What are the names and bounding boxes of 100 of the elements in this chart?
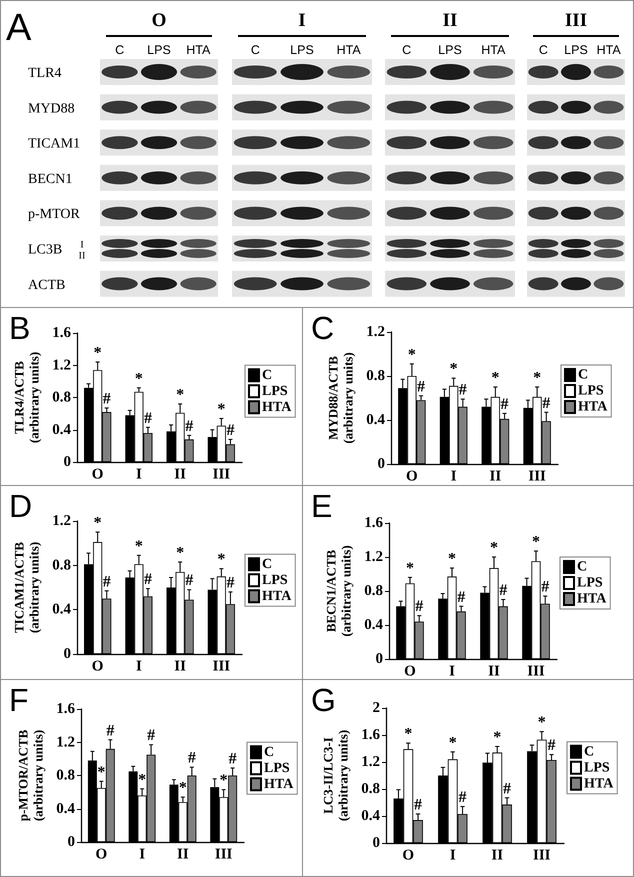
y-tick-label: 0	[68, 834, 75, 850]
x-tick-label: III	[214, 846, 233, 862]
legend-label: HTA	[584, 776, 614, 792]
text: O	[152, 10, 166, 31]
y-tick-label: 1.2	[56, 734, 75, 750]
data-label: #	[147, 727, 156, 744]
legend-label: C	[262, 556, 272, 572]
x-tick-label: II	[488, 664, 500, 680]
data-label: #	[185, 572, 194, 590]
legend-label: C	[264, 744, 274, 760]
legend-label: C	[262, 368, 272, 383]
y-axis-title: LC3-II/LC3-I (arbitrary units)	[320, 730, 350, 822]
y-tick-label: 1.2	[361, 754, 380, 770]
text: I	[298, 10, 306, 31]
x-tick-label: I	[139, 846, 146, 862]
category-label: C	[115, 43, 124, 57]
data-label: *	[450, 360, 458, 378]
data-label: #	[144, 410, 152, 427]
data-label: *	[134, 370, 143, 388]
y-tick-label: 0.4	[56, 800, 76, 817]
data-label: #	[499, 582, 508, 599]
legend-label: LPS	[577, 576, 603, 590]
data-label: *	[220, 772, 228, 790]
data-label: *	[490, 540, 498, 556]
text: A	[6, 7, 32, 49]
data-label: *	[217, 400, 226, 418]
legend-label: HTA	[262, 400, 292, 415]
chart-title: C	[311, 310, 334, 346]
legend-label: LPS	[264, 760, 290, 776]
x-tick-label: II	[177, 846, 189, 862]
data-label: #	[500, 396, 509, 413]
y-tick-label: 0	[64, 454, 71, 470]
y-tick-label: 1.2	[364, 549, 383, 565]
y-tick-label: 1.6	[56, 701, 76, 717]
x-tick-label: II	[491, 848, 504, 864]
x-tick-label: O	[406, 468, 418, 484]
data-label: *	[408, 346, 416, 364]
y-axis-title: TICAM1/ACTB (arbitrary units)	[11, 542, 42, 634]
legend-label: LPS	[578, 384, 604, 398]
x-tick-label: II	[174, 466, 186, 482]
data-label: #	[185, 418, 194, 435]
legend-label: HTA	[262, 588, 292, 604]
y-axis-title: MYD88/ACTB (arbitrary units)	[325, 352, 356, 444]
category-label: HTA	[481, 43, 506, 57]
legend-label: C	[577, 560, 588, 574]
category-label: ACTB	[28, 278, 66, 293]
x-tick-label: III	[212, 658, 230, 674]
data-label: #	[228, 750, 237, 768]
chart-title: E	[311, 488, 332, 524]
x-tick-label: O	[96, 846, 108, 862]
x-tick-label: II	[490, 468, 502, 484]
y-tick-label: 0	[376, 651, 383, 667]
y-tick-label: 0.8	[361, 781, 380, 797]
data-label: #	[548, 737, 556, 754]
y-tick-label: 0.4	[366, 412, 386, 428]
data-label: #	[144, 571, 152, 588]
x-tick-label: I	[450, 848, 456, 864]
y-tick-label: 0.8	[366, 368, 385, 384]
data-label: #	[102, 390, 111, 408]
text: II	[442, 10, 458, 31]
legend-label: LPS	[262, 572, 288, 588]
category-label: p-MTOR	[28, 207, 80, 222]
category-label: C	[402, 43, 412, 57]
data-label: #	[414, 796, 422, 814]
category-label: LPS	[438, 43, 462, 57]
data-label: *	[493, 728, 502, 746]
y-tick-label: 0.8	[52, 390, 71, 406]
y-axis-title: p-MTOR/ACTB (arbitrary units)	[15, 729, 46, 822]
legend-label: HTA	[578, 400, 608, 414]
data-label: *	[406, 560, 414, 577]
x-tick-label: O	[92, 466, 104, 482]
category-label: MYD88	[28, 101, 75, 116]
y-tick-label: 0.4	[364, 617, 384, 633]
data-label: *	[448, 550, 456, 568]
data-label: *	[404, 726, 412, 743]
data-label: #	[102, 573, 111, 590]
x-tick-label: I	[450, 468, 457, 484]
chart-title: G	[311, 682, 336, 718]
legend-label: LPS	[262, 384, 288, 399]
y-axis-title: BECN1/ACTB (arbitrary units)	[323, 545, 354, 637]
data-label: *	[176, 544, 184, 562]
y-tick-label: 0.8	[52, 557, 71, 574]
category-label: BECN1	[28, 172, 72, 187]
data-label: *	[532, 534, 540, 551]
y-tick-label: 0.4	[52, 602, 72, 618]
data-label: #	[458, 382, 467, 399]
data-label: #	[188, 750, 196, 767]
y-tick-label: 0	[378, 456, 385, 472]
y-tick-label: 1.2	[52, 513, 71, 529]
category-label: HTA	[596, 43, 622, 57]
x-tick-label: I	[449, 664, 456, 680]
category-label: HTA	[186, 43, 212, 57]
data-label: #	[542, 394, 550, 412]
y-axis-title: TLR4/ACTB (arbitrary units)	[11, 352, 42, 444]
y-tick-label: 1.2	[366, 324, 385, 340]
category-label: LC3B	[28, 242, 62, 258]
data-label: *	[491, 370, 500, 386]
text: I	[80, 240, 84, 250]
legend-label: HTA	[577, 592, 608, 606]
category-label: LPS	[147, 43, 171, 57]
